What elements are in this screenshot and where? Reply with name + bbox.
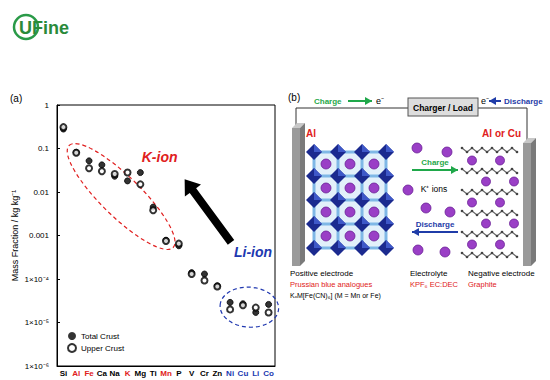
svg-text:Si: Si xyxy=(60,369,68,378)
svg-text:Upper Crust: Upper Crust xyxy=(81,344,125,353)
svg-text:K: K xyxy=(125,369,131,378)
svg-text:e⁻: e⁻ xyxy=(481,96,489,106)
svg-text:Li: Li xyxy=(252,369,259,378)
svg-text:Cu: Cu xyxy=(238,369,249,378)
svg-text:Charger / Load: Charger / Load xyxy=(413,103,473,113)
svg-text:Charge: Charge xyxy=(314,97,342,106)
svg-text:Li-ion: Li-ion xyxy=(234,244,272,260)
svg-text:Discharge: Discharge xyxy=(416,220,455,229)
svg-text:(a): (a) xyxy=(10,93,22,104)
svg-text:Fe: Fe xyxy=(84,369,94,378)
svg-text:Total Crust: Total Crust xyxy=(81,332,120,341)
svg-text:Ti: Ti xyxy=(150,369,157,378)
svg-text:V: V xyxy=(189,369,195,378)
svg-text:Mass Fraction / kg kg⁻¹: Mass Fraction / kg kg⁻¹ xyxy=(10,190,20,282)
svg-text:Al or Cu: Al or Cu xyxy=(482,128,521,139)
svg-text:Discharge: Discharge xyxy=(504,97,543,106)
svg-text:1×10⁻⁵: 1×10⁻⁵ xyxy=(25,318,49,327)
svg-text:Mn: Mn xyxy=(160,369,172,378)
svg-text:KₓM[Fe(CN)₆] (M = Mn or Fe): KₓM[Fe(CN)₆] (M = Mn or Fe) xyxy=(290,292,381,300)
svg-text:Electrolyte: Electrolyte xyxy=(410,269,448,278)
svg-text:0.1: 0.1 xyxy=(38,144,50,153)
svg-text:0.001: 0.001 xyxy=(29,231,50,240)
svg-text:Ni: Ni xyxy=(226,369,234,378)
svg-text:Negative electrode: Negative electrode xyxy=(468,269,535,278)
svg-text:Mg: Mg xyxy=(135,369,147,378)
svg-text:Prussian blue analogues: Prussian blue analogues xyxy=(290,280,372,289)
svg-text:UFine: UFine xyxy=(19,18,69,38)
svg-text:Ca: Ca xyxy=(97,369,108,378)
svg-text:1: 1 xyxy=(45,101,50,110)
svg-text:e⁻: e⁻ xyxy=(376,96,384,106)
svg-text:K⁺ ions: K⁺ ions xyxy=(421,184,448,194)
svg-text:Al: Al xyxy=(306,128,316,139)
svg-text:(b): (b) xyxy=(288,92,300,103)
svg-text:Co: Co xyxy=(263,369,274,378)
svg-text:0.01: 0.01 xyxy=(33,188,49,197)
svg-text:Charge: Charge xyxy=(421,158,449,167)
svg-text:Zn: Zn xyxy=(212,369,222,378)
svg-text:P: P xyxy=(176,369,182,378)
svg-text:1×10⁻⁶: 1×10⁻⁶ xyxy=(25,362,49,371)
svg-text:Graphite: Graphite xyxy=(468,280,497,289)
svg-text:Na: Na xyxy=(110,369,121,378)
svg-text:Cr: Cr xyxy=(200,369,209,378)
svg-text:KPF₆ EC:DEC: KPF₆ EC:DEC xyxy=(410,280,459,289)
svg-text:1×10⁻⁴: 1×10⁻⁴ xyxy=(25,275,50,284)
svg-text:Al: Al xyxy=(72,369,80,378)
svg-text:K-ion: K-ion xyxy=(142,149,178,165)
svg-text:Positive electrode: Positive electrode xyxy=(290,269,354,278)
